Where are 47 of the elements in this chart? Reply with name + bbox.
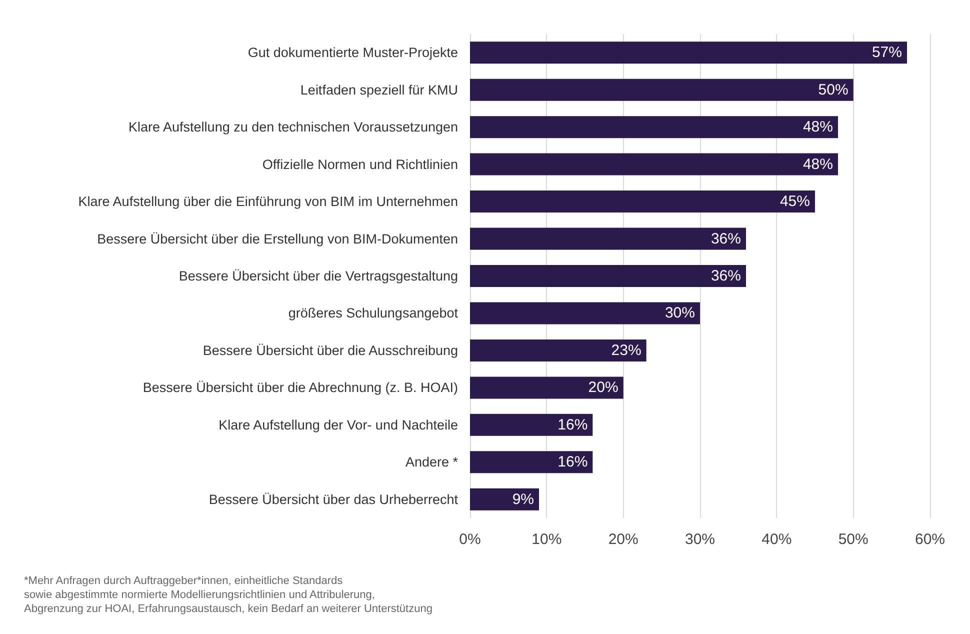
x-tick-label: 0%: [459, 531, 481, 548]
data-label: 48%: [802, 156, 833, 173]
y-tick-label: Klare Aufstellung über die Einführung von BIM im Unternehmen: [78, 194, 458, 210]
x-tick-label: 60%: [914, 531, 946, 548]
y-tick-label: Bessere Übersicht über die Vertragsgestaltung: [178, 268, 458, 284]
x-tick-label: 30%: [684, 531, 716, 548]
bar: [470, 153, 838, 176]
y-tick-label: Offizielle Normen und Richtlinien: [262, 156, 458, 172]
y-tick-label: Leitfaden speziell für KMU: [300, 82, 458, 98]
data-label: 36%: [710, 268, 741, 284]
bar: [470, 265, 746, 287]
y-tick-label: Gut dokumentierte Muster-Projekte: [248, 45, 458, 60]
bar: [470, 451, 593, 474]
y-tick-label: Bessere Übersicht über das Urheberrecht: [208, 492, 458, 507]
y-tick-label: Klare Aufstellung der Vor- und Nachteile: [218, 417, 458, 432]
data-label: 45%: [780, 193, 810, 210]
data-label: 36%: [710, 230, 741, 248]
bar: [470, 376, 624, 399]
data-label: 30%: [664, 304, 695, 322]
x-tick-label: 50%: [838, 531, 868, 548]
y-tick-label: Andere *: [405, 454, 459, 470]
bar: [470, 414, 593, 436]
data-label: 9%: [512, 490, 534, 508]
data-label: 16%: [558, 416, 588, 434]
text: *Mehr Anfragen durch Auftraggeber*innen, einheitliche Standards sowie abgestimmte normierte Modellierungsrichtlinien und Attribulerung, Abgrenzung zur HOAI, Erfahrungsaustausch, kein Bedarf an weiterer Unterstützung: [24, 575, 432, 615]
data-label: 20%: [588, 379, 618, 396]
bar: [470, 302, 700, 324]
bar: [470, 116, 838, 138]
x-tick-label: 20%: [608, 531, 638, 548]
bar: [470, 190, 815, 213]
y-tick-label: Bessere Übersicht über die Abrechnung (z. B. HOAI): [142, 380, 458, 396]
data-label: 50%: [818, 81, 848, 98]
x-tick-label: 40%: [762, 531, 792, 548]
y-tick-label: größeres Schulungsangebot: [288, 306, 458, 321]
bar: [470, 78, 854, 101]
data-label: 16%: [558, 454, 588, 471]
data-label: 23%: [611, 342, 642, 359]
y-tick-label: Bessere Übersicht über die Erstellung von BIM-Dokumenten: [97, 231, 458, 246]
bar: [470, 42, 907, 64]
data-label: 48%: [802, 118, 833, 136]
x-tick-label: 10%: [532, 531, 562, 548]
bar: [470, 228, 746, 250]
bar: [470, 339, 646, 362]
y-tick-label: Bessere Übersicht über die Ausschreibung: [202, 342, 458, 358]
data-label: 57%: [872, 44, 902, 62]
y-tick-label: Klare Aufstellung zu den technischen Voraussetzungen: [128, 120, 458, 135]
bar: [470, 488, 539, 510]
